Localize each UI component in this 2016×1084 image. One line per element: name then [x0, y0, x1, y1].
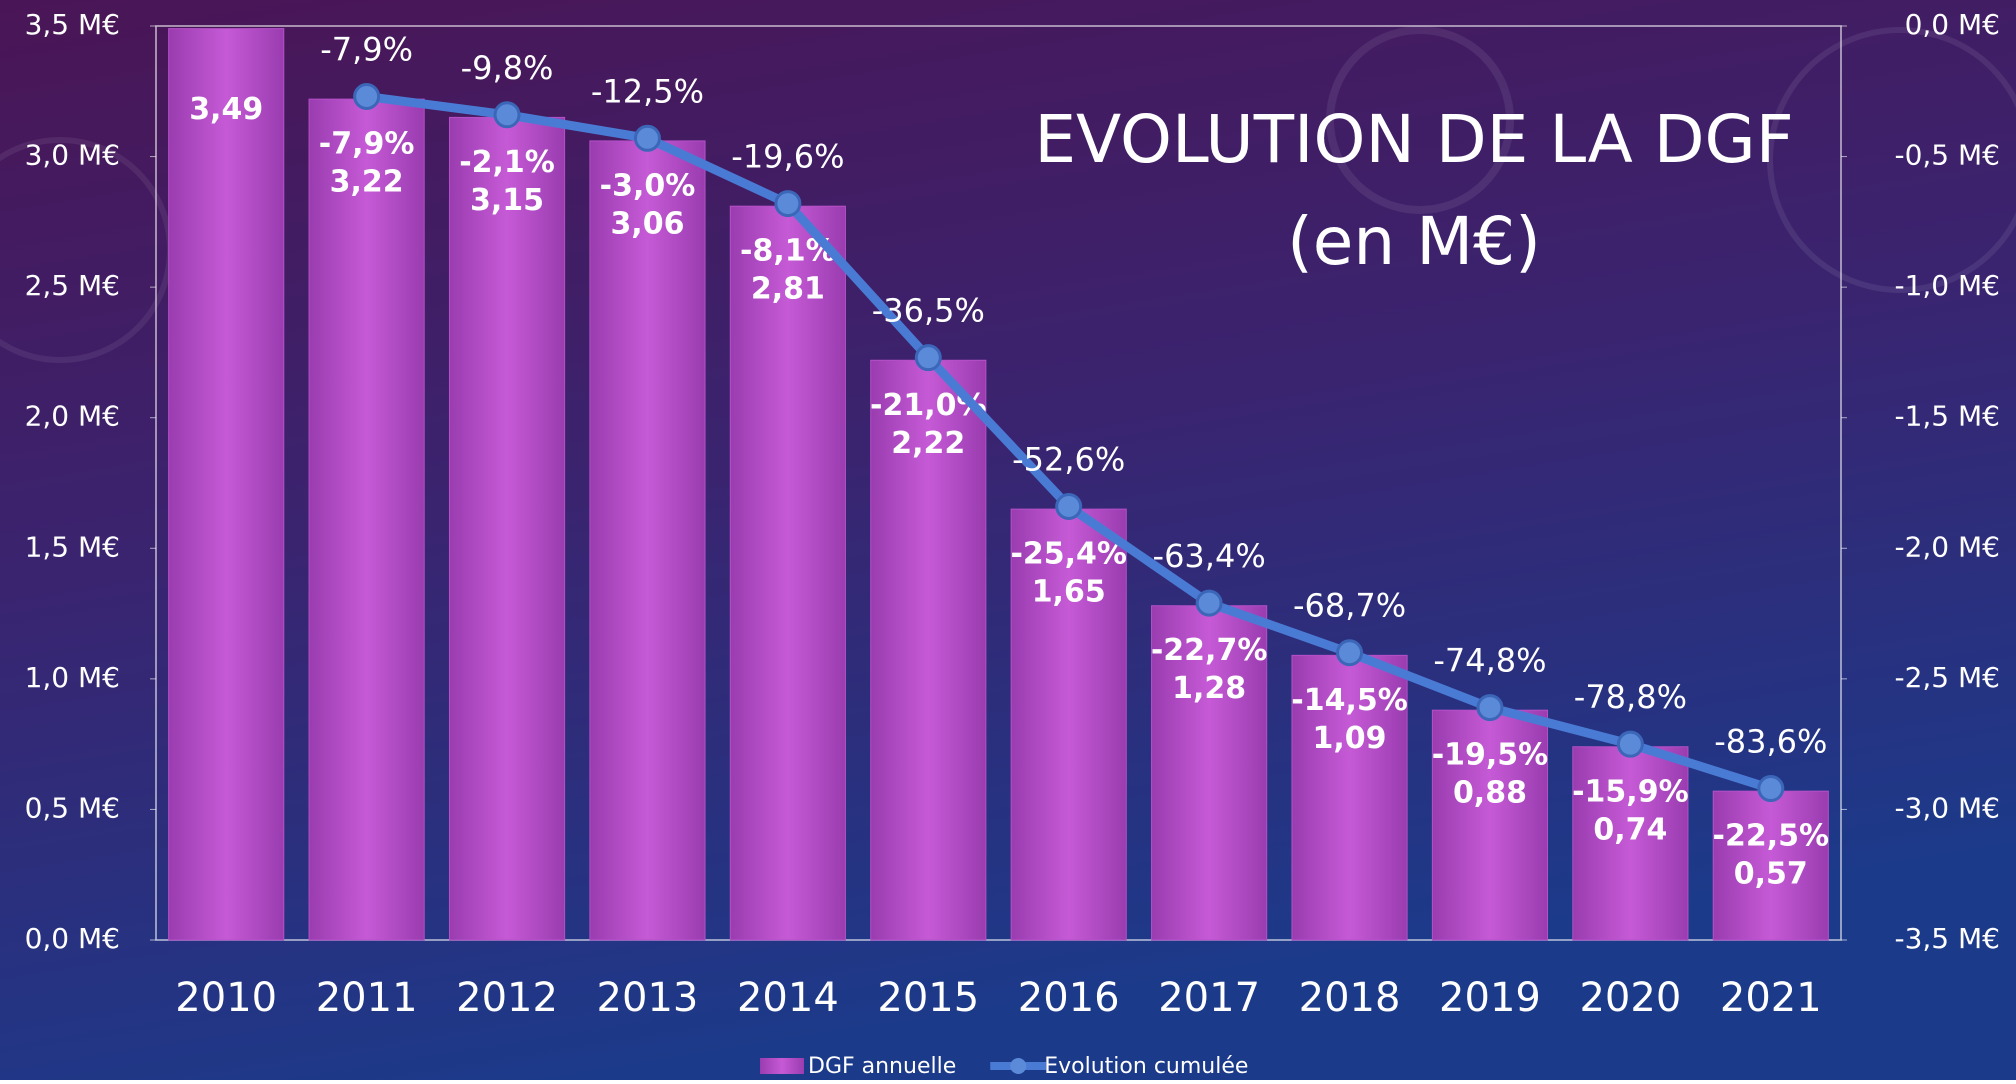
value-label: 3,15 [470, 183, 544, 218]
y-tick-label: 3,0 M€ [25, 139, 120, 172]
x-tick-label: 2017 [1158, 975, 1260, 1021]
y-tick-label: 0,5 M€ [25, 791, 120, 824]
value-label: 3,22 [330, 165, 404, 200]
value-label: 0,88 [1453, 776, 1527, 811]
x-tick-label: 2019 [1439, 975, 1541, 1021]
line-point [774, 190, 802, 218]
line-point [1757, 775, 1785, 803]
value-label: 1,28 [1172, 671, 1246, 706]
y-tick-label: 1,5 M€ [25, 530, 120, 563]
line-point [1195, 589, 1223, 617]
x-tick-label: 2016 [1018, 975, 1120, 1021]
point-label: -52,6% [1012, 441, 1125, 479]
bar [1572, 746, 1689, 941]
point-label: -19,6% [731, 138, 844, 176]
change-label: -22,5% [1713, 819, 1830, 854]
decoration [1326, 26, 1514, 214]
value-label: 2,22 [891, 426, 965, 461]
line-point [633, 124, 661, 152]
y-tick-label: 1,0 M€ [25, 661, 120, 694]
line-point [493, 101, 521, 129]
point-label: -68,7% [1293, 587, 1406, 625]
x-tick-label: 2010 [175, 975, 277, 1021]
change-label: -14,5% [1291, 683, 1408, 718]
value-label: 3,49 [189, 92, 263, 127]
point-label: -63,4% [1153, 537, 1266, 575]
value-label: 1,65 [1032, 575, 1106, 610]
legend-label: Evolution cumulée [1044, 1054, 1248, 1079]
point-label: -36,5% [872, 292, 985, 330]
y2-tick-label: 0,0 M€ [1905, 8, 2000, 41]
y2-tick-label: -2,0 M€ [1894, 530, 2000, 563]
legend-swatch [1010, 1058, 1027, 1074]
chart-subtitle: (en M€) [1287, 203, 1541, 280]
x-tick-label: 2021 [1720, 975, 1822, 1021]
x-tick-label: 2013 [597, 975, 699, 1021]
x-tick-label: 2014 [737, 975, 839, 1021]
plot-frame [155, 25, 1842, 941]
chart-title: EVOLUTION DE LA DGF [1034, 101, 1793, 178]
line-point [1055, 493, 1083, 521]
point-label: -12,5% [591, 72, 704, 110]
line-point [1476, 694, 1504, 722]
value-label: 3,06 [610, 206, 684, 241]
x-tick-label: 2020 [1579, 975, 1681, 1021]
legend-swatch [760, 1058, 804, 1074]
change-label: -25,4% [1010, 537, 1127, 572]
legend-label: DGF annuelle [808, 1054, 956, 1079]
y2-tick-label: -3,0 M€ [1894, 791, 2000, 824]
x-tick-label: 2015 [877, 975, 979, 1021]
decoration [1767, 27, 2016, 293]
change-label: -15,9% [1572, 774, 1689, 809]
bar [308, 98, 425, 941]
y2-tick-label: -3,5 M€ [1894, 922, 2000, 955]
bar [729, 205, 846, 941]
bar [448, 116, 566, 941]
line-point [1616, 730, 1644, 758]
y2-tick-label: -0,5 M€ [1894, 139, 2000, 172]
point-label: -7,9% [320, 31, 413, 69]
bar [1151, 605, 1268, 941]
value-label: 1,09 [1313, 721, 1387, 756]
change-label: -2,1% [459, 145, 555, 180]
change-label: -22,7% [1151, 633, 1268, 668]
bar [1431, 709, 1549, 941]
x-tick-label: 2011 [316, 975, 418, 1021]
y-tick-label: 3,5 M€ [25, 8, 120, 41]
bar [1291, 654, 1408, 941]
x-tick-label: 2012 [456, 975, 558, 1021]
change-label: -7,9% [319, 127, 415, 162]
point-label: -78,8% [1574, 678, 1687, 716]
change-label: -3,0% [600, 168, 696, 203]
value-label: 0,74 [1593, 812, 1667, 847]
line-point [1336, 639, 1364, 667]
change-label: -19,5% [1432, 738, 1549, 773]
bar [168, 28, 285, 941]
bar [589, 140, 706, 941]
bar [1712, 790, 1829, 941]
y-tick-label: 2,0 M€ [25, 400, 120, 433]
y2-tick-label: -1,5 M€ [1894, 400, 2000, 433]
y2-tick-label: -1,0 M€ [1894, 269, 2000, 302]
point-label: -74,8% [1433, 642, 1546, 680]
point-label: -83,6% [1714, 723, 1827, 761]
point-label: -9,8% [461, 49, 554, 87]
x-tick-label: 2018 [1299, 975, 1401, 1021]
y-tick-label: 0,0 M€ [25, 922, 120, 955]
line-point [914, 344, 942, 372]
line-point [353, 83, 381, 111]
value-label: 0,57 [1734, 857, 1808, 892]
value-label: 2,81 [751, 272, 825, 307]
y2-tick-label: -2,5 M€ [1894, 661, 2000, 694]
y-tick-label: 2,5 M€ [25, 269, 120, 302]
